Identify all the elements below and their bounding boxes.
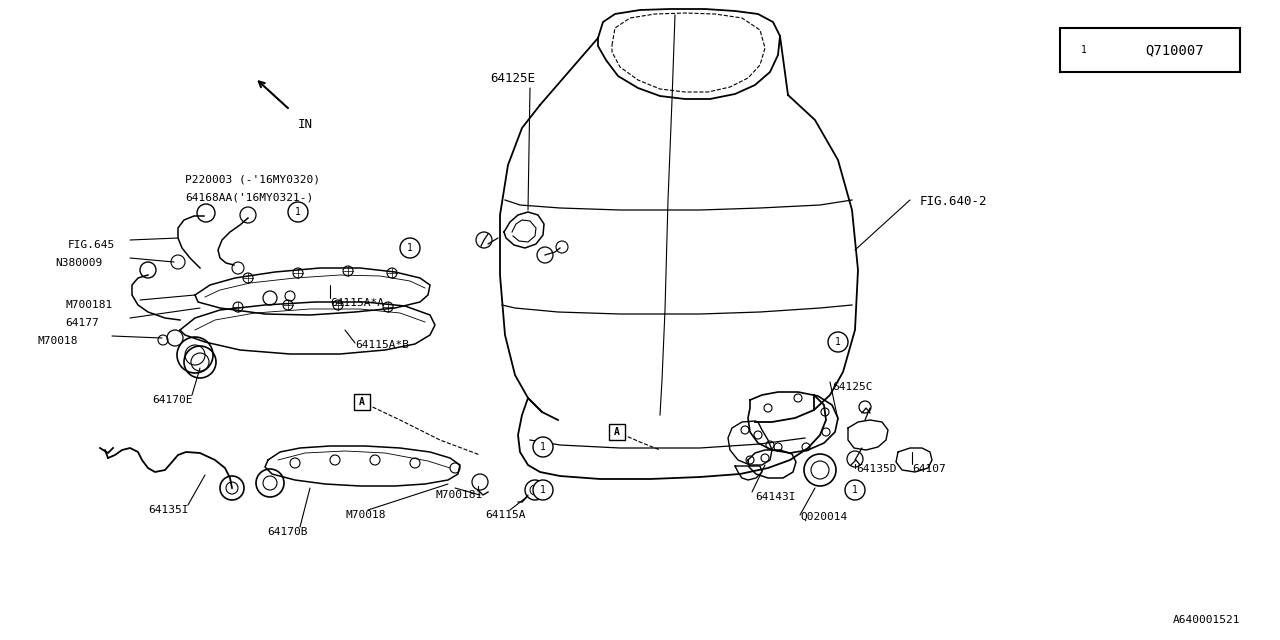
Text: M70018: M70018 xyxy=(346,510,385,520)
Text: IN: IN xyxy=(298,118,314,131)
Text: M700181: M700181 xyxy=(435,490,483,500)
Text: M700181: M700181 xyxy=(65,300,113,310)
Text: 1: 1 xyxy=(852,485,858,495)
Text: N380009: N380009 xyxy=(55,258,102,268)
Text: 1: 1 xyxy=(540,442,547,452)
Bar xyxy=(609,424,625,440)
Text: 1: 1 xyxy=(296,207,301,217)
Text: 64115A: 64115A xyxy=(485,510,526,520)
Text: FIG.645: FIG.645 xyxy=(68,240,115,250)
Text: 1: 1 xyxy=(407,243,413,253)
Text: Q710007: Q710007 xyxy=(1146,43,1204,57)
Text: 1: 1 xyxy=(1082,45,1087,55)
Text: FIG.640-2: FIG.640-2 xyxy=(920,195,987,208)
Text: A: A xyxy=(614,427,620,437)
Circle shape xyxy=(1070,36,1098,64)
Text: 64177: 64177 xyxy=(65,318,99,328)
Circle shape xyxy=(845,480,865,500)
Circle shape xyxy=(532,437,553,457)
Text: 64170E: 64170E xyxy=(152,395,192,405)
Text: 64143I: 64143I xyxy=(755,492,795,502)
Text: 64168AA('16MY0321-): 64168AA('16MY0321-) xyxy=(186,193,314,203)
Circle shape xyxy=(399,238,420,258)
Text: 64125C: 64125C xyxy=(832,382,873,392)
Text: 64135I: 64135I xyxy=(148,505,188,515)
Text: 1: 1 xyxy=(540,485,547,495)
Text: P220003 (-'16MY0320): P220003 (-'16MY0320) xyxy=(186,175,320,185)
Text: 64115A*A: 64115A*A xyxy=(330,298,384,308)
Text: 64107: 64107 xyxy=(911,464,946,474)
Text: 1: 1 xyxy=(835,337,841,347)
Text: A640001521: A640001521 xyxy=(1172,615,1240,625)
Bar xyxy=(355,394,370,410)
Text: 64135D: 64135D xyxy=(856,464,896,474)
Circle shape xyxy=(828,332,849,352)
Bar xyxy=(1060,28,1240,72)
Circle shape xyxy=(532,480,553,500)
Text: A: A xyxy=(360,397,365,407)
Text: 64115A*B: 64115A*B xyxy=(355,340,410,350)
Circle shape xyxy=(288,202,308,222)
Text: Q020014: Q020014 xyxy=(800,512,847,522)
Text: M70018: M70018 xyxy=(38,336,78,346)
Text: 64170B: 64170B xyxy=(268,527,307,537)
Text: 64125E: 64125E xyxy=(490,72,535,85)
